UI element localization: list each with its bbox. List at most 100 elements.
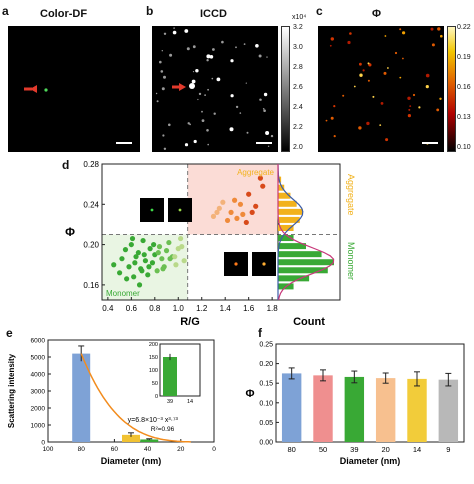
colorbar-tick-label: 0.16 bbox=[457, 84, 471, 91]
particle-b bbox=[198, 92, 202, 96]
y-tick-label-e: 5000 bbox=[31, 355, 46, 362]
particle-c bbox=[412, 93, 416, 97]
x-axis-label-d: R/G bbox=[180, 316, 200, 328]
monomer-region bbox=[102, 234, 188, 300]
particle-c bbox=[440, 34, 443, 38]
colorbar-tick-label: 0.19 bbox=[457, 54, 471, 61]
particle-b bbox=[211, 77, 214, 80]
colorbar-tick-label: 2.8 bbox=[293, 64, 303, 71]
y-tick-label-f: 0.20 bbox=[259, 361, 273, 368]
particle-b bbox=[197, 98, 199, 101]
y-axis-label-d: Φ bbox=[65, 225, 75, 239]
colorbar-tick-label: 2.6 bbox=[293, 84, 303, 91]
particle-c bbox=[362, 69, 365, 72]
inset-y-tick-label-e: 0 bbox=[155, 394, 158, 400]
inset-particle bbox=[150, 208, 154, 212]
particle-b bbox=[189, 123, 191, 126]
particle-b bbox=[184, 29, 189, 33]
aggregate-point bbox=[231, 197, 238, 203]
particle-c bbox=[379, 124, 382, 126]
x-tick-label-d: 1.2 bbox=[196, 304, 208, 313]
inset-y-tick-label-e: 150 bbox=[149, 355, 158, 361]
monomer-point bbox=[147, 246, 153, 252]
particle-c bbox=[349, 32, 352, 35]
aggregate-point bbox=[228, 209, 234, 215]
particle-b bbox=[255, 44, 259, 48]
particle-b bbox=[206, 59, 209, 62]
particle-c bbox=[333, 135, 336, 138]
particle-b bbox=[258, 54, 262, 58]
particle-c bbox=[402, 31, 406, 35]
particle-b bbox=[221, 40, 224, 44]
particle-b bbox=[230, 59, 234, 63]
particle-a bbox=[44, 88, 48, 92]
y-axis-label-e: Scattering intensity bbox=[7, 353, 16, 428]
panel-b-label: b bbox=[146, 4, 154, 18]
particle-b bbox=[207, 88, 209, 91]
monomer-point bbox=[178, 235, 184, 242]
panel-c-colorbar bbox=[447, 26, 456, 152]
x-axis-label-e: Diameter (nm) bbox=[101, 456, 162, 466]
particle-c bbox=[399, 76, 402, 79]
hist-fit-monomer bbox=[277, 164, 335, 301]
particle-b bbox=[168, 123, 171, 127]
x-axis-label-f: Diameter (nm) bbox=[340, 456, 401, 466]
fit-equation-e: y=6.8×10⁻³ x³·⁷³ bbox=[128, 417, 179, 424]
monomer-region-label: Monomer bbox=[106, 289, 140, 298]
particle-c bbox=[407, 114, 411, 118]
particle-b bbox=[235, 105, 239, 109]
y-tick-label-f: 0.15 bbox=[259, 381, 273, 388]
monomer-point bbox=[122, 247, 129, 253]
x-tick-label-f: 80 bbox=[287, 445, 295, 454]
x-tick-label-e: 0 bbox=[212, 446, 216, 453]
particle-b bbox=[160, 70, 164, 73]
monomer-point bbox=[172, 254, 178, 260]
particle-c bbox=[439, 97, 442, 101]
panel-a-title: Color-DF bbox=[40, 8, 88, 20]
particle-c bbox=[409, 105, 412, 107]
hist-bar-aggregate bbox=[278, 216, 300, 223]
particle-b bbox=[192, 71, 195, 73]
y-tick-label-d: 0.20 bbox=[83, 241, 99, 250]
particle-b bbox=[229, 127, 234, 132]
particle-b bbox=[191, 79, 196, 84]
x-tick-label-d: 1.0 bbox=[173, 304, 185, 313]
particle-b bbox=[230, 94, 234, 98]
particle-b bbox=[212, 48, 215, 51]
particle-b bbox=[262, 108, 265, 110]
arrow-shaft-a bbox=[24, 87, 32, 91]
particle-c bbox=[385, 138, 389, 142]
aggregate-point bbox=[220, 199, 226, 205]
monomer-point bbox=[131, 274, 137, 280]
particle-b bbox=[245, 82, 247, 84]
chart-f-svg: 0.00 0.05 0.10 0.15 0.20 0.25 80 50 39 20 14 9 Diame… bbox=[245, 342, 465, 466]
aggregate-point bbox=[246, 191, 252, 197]
particle-b bbox=[206, 129, 209, 132]
particle-b bbox=[169, 53, 173, 57]
monomer-point bbox=[126, 264, 132, 270]
particle-c bbox=[372, 95, 375, 98]
monomer-point bbox=[119, 256, 125, 262]
monomer-point bbox=[111, 262, 117, 268]
monomer-point bbox=[159, 256, 165, 262]
monomer-point bbox=[135, 250, 141, 256]
panel-c-image bbox=[318, 26, 444, 152]
bar-e bbox=[122, 434, 140, 442]
particle-b bbox=[266, 56, 268, 58]
y-tick-label-d: 0.16 bbox=[83, 281, 99, 290]
aggregate-point bbox=[224, 217, 231, 224]
bar-f bbox=[344, 376, 365, 442]
aggregate-point bbox=[249, 209, 255, 215]
particle-b bbox=[235, 46, 237, 49]
particle-b bbox=[206, 54, 211, 59]
monomer-point bbox=[167, 256, 173, 262]
y-tick-label-f: 0.10 bbox=[259, 400, 273, 407]
arrow-marker-a bbox=[30, 85, 37, 93]
hist-bar-aggregate bbox=[278, 200, 297, 207]
particle-b bbox=[162, 134, 165, 137]
particle-c bbox=[383, 71, 387, 75]
hist-bar-aggregate bbox=[278, 192, 291, 199]
x-tick-label-f: 20 bbox=[381, 445, 389, 454]
colorbar-tick-label: 3.0 bbox=[293, 44, 303, 51]
particle-b bbox=[204, 94, 206, 96]
